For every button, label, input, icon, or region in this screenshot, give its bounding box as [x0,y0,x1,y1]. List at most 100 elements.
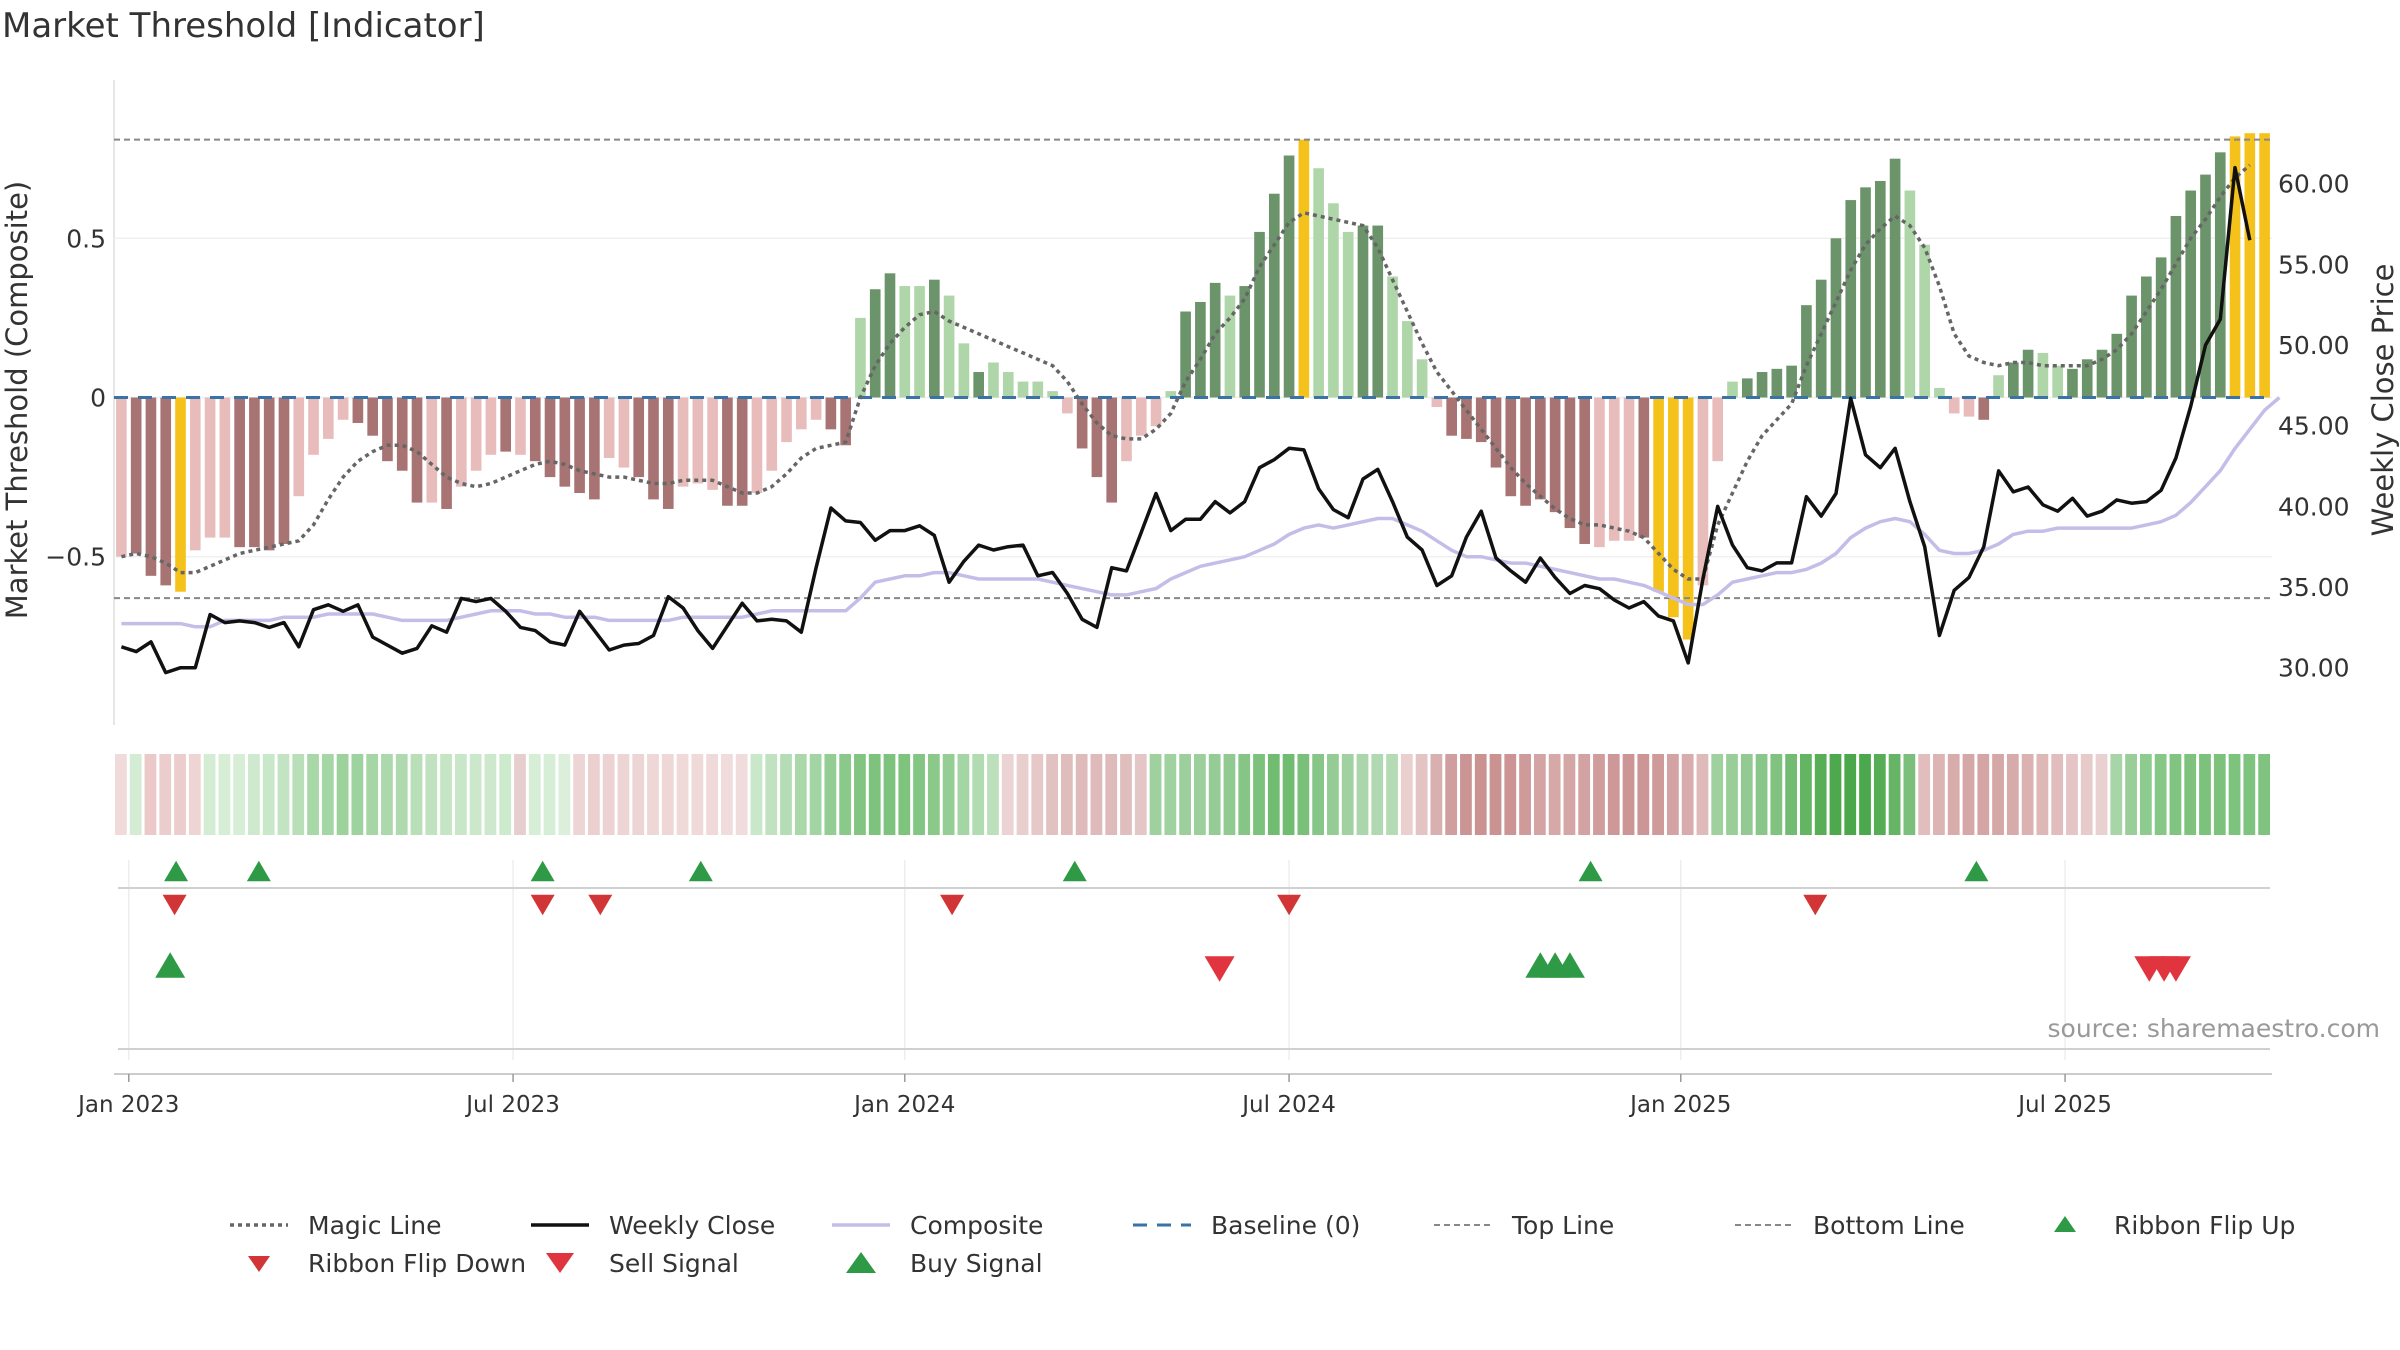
ribbon-cell [1341,754,1354,835]
ribbon-cell [839,754,852,835]
ribbon-cell [868,754,881,835]
composite-bar [1106,397,1118,503]
ribbon-cell [218,754,231,835]
ribbon-cell [440,754,452,835]
legend-composite: Composite [832,1211,1133,1240]
ribbon-cell [809,754,822,835]
composite-bar [308,397,319,455]
legend-magic-line: Magic Line [230,1211,531,1240]
composite-bar [662,397,674,509]
composite-bar [145,397,157,576]
ribbon-cell [1992,754,2004,835]
ribbon-cell [661,754,674,835]
ribbon-cell [1060,754,1073,835]
ribbon-cell [1593,754,1605,835]
composite-bar [323,397,334,439]
composite-bar [1668,397,1679,618]
composite-bar [337,397,349,420]
buy-signal-marker [1554,952,1585,978]
composite-bar [574,397,585,494]
ribbon-cell [321,754,334,835]
ribbon-cell [1785,754,1798,835]
legend-bottom-line: Bottom Line [1735,1211,2036,1240]
composite-bar [1741,378,1753,398]
composite-bar [1697,397,1709,586]
ribbon-cell [395,754,408,835]
composite-bar [515,397,526,455]
ribbon-flip-up-marker [1964,860,1989,882]
composite-bar [1239,286,1251,398]
composite-bar [1150,397,1162,427]
ribbon-cell [1356,754,1369,835]
composite-bar [1653,397,1664,592]
ribbon-cell [1504,754,1517,835]
ribbon-cell [1533,754,1546,835]
x-tick-label: Jul 2025 [2016,1092,2112,1118]
ribbon-cell [1120,754,1132,835]
ribbon-cell [1607,754,1620,835]
composite-bar [1032,381,1044,398]
composite-bar [1978,397,1990,420]
ribbon-cell [1208,754,1221,835]
composite-bar [2022,349,2034,398]
ribbon-cell [1947,754,1960,835]
ribbon-cell [1371,754,1384,835]
composite-bar [352,397,364,423]
ribbon-cell [927,754,940,835]
ribbon-cell [514,754,526,835]
composite-bar [795,397,807,430]
ribbon-flip-up-marker [1062,860,1087,882]
composite-bar [1062,397,1073,414]
ribbon-cell [972,754,985,835]
ribbon-cell [2228,754,2241,835]
y2-tick-label: 60.00 [2278,170,2350,199]
composite-bar [603,397,615,458]
legend-symbol-ribbon-flip-up [2054,1216,2076,1232]
composite-bar [2229,136,2241,398]
composite-bar [1268,193,1280,398]
ribbon-cell [1194,754,1206,835]
legend-buy-signal: Buy Signal [832,1249,1133,1278]
composite-bar [1963,397,1975,417]
y2-tick-label: 55.00 [2278,250,2350,279]
composite-bar [470,397,482,471]
legend-symbol-bottom-line [1735,1224,1793,1226]
ribbon-cell [735,754,748,835]
ribbon-cell [1666,754,1679,835]
composite-bar [1209,282,1221,398]
composite-bar [1254,231,1265,398]
composite-bar [2259,133,2270,398]
ribbon-cell [1563,754,1576,835]
composite-bar [1623,397,1635,541]
ribbon-cell [824,754,837,835]
ribbon-cell [1918,754,1931,835]
composite-bar [1298,139,1310,398]
ribbon-cell [381,754,393,835]
composite-bar [722,397,733,506]
composite-bar [1505,397,1517,497]
composite-bar [204,397,216,538]
ribbon-flip-up-marker [164,860,189,882]
composite-bar [1712,397,1724,462]
ribbon-flip-up-marker [688,860,713,882]
legend-label: Baseline (0) [1211,1210,1361,1240]
composite-bar [1372,225,1384,398]
composite-bar [1224,295,1236,398]
composite-bar [943,295,955,398]
ribbon-cell [2184,754,2197,835]
legend-symbol-composite [832,1223,890,1227]
composite-bar [692,397,704,484]
ribbon-cell [1105,754,1118,835]
composite-bar [855,317,866,398]
composite-bar [840,397,851,446]
ribbon-cell [2051,754,2064,835]
ribbon-cell [262,754,275,835]
ribbon-cell [854,754,866,835]
ribbon-cell [780,754,792,835]
ribbon-cell [499,754,512,835]
ribbon-cell [765,754,778,835]
ribbon-cell [1977,754,1990,835]
composite-bar [1564,397,1576,529]
composite-bar [1446,397,1457,436]
